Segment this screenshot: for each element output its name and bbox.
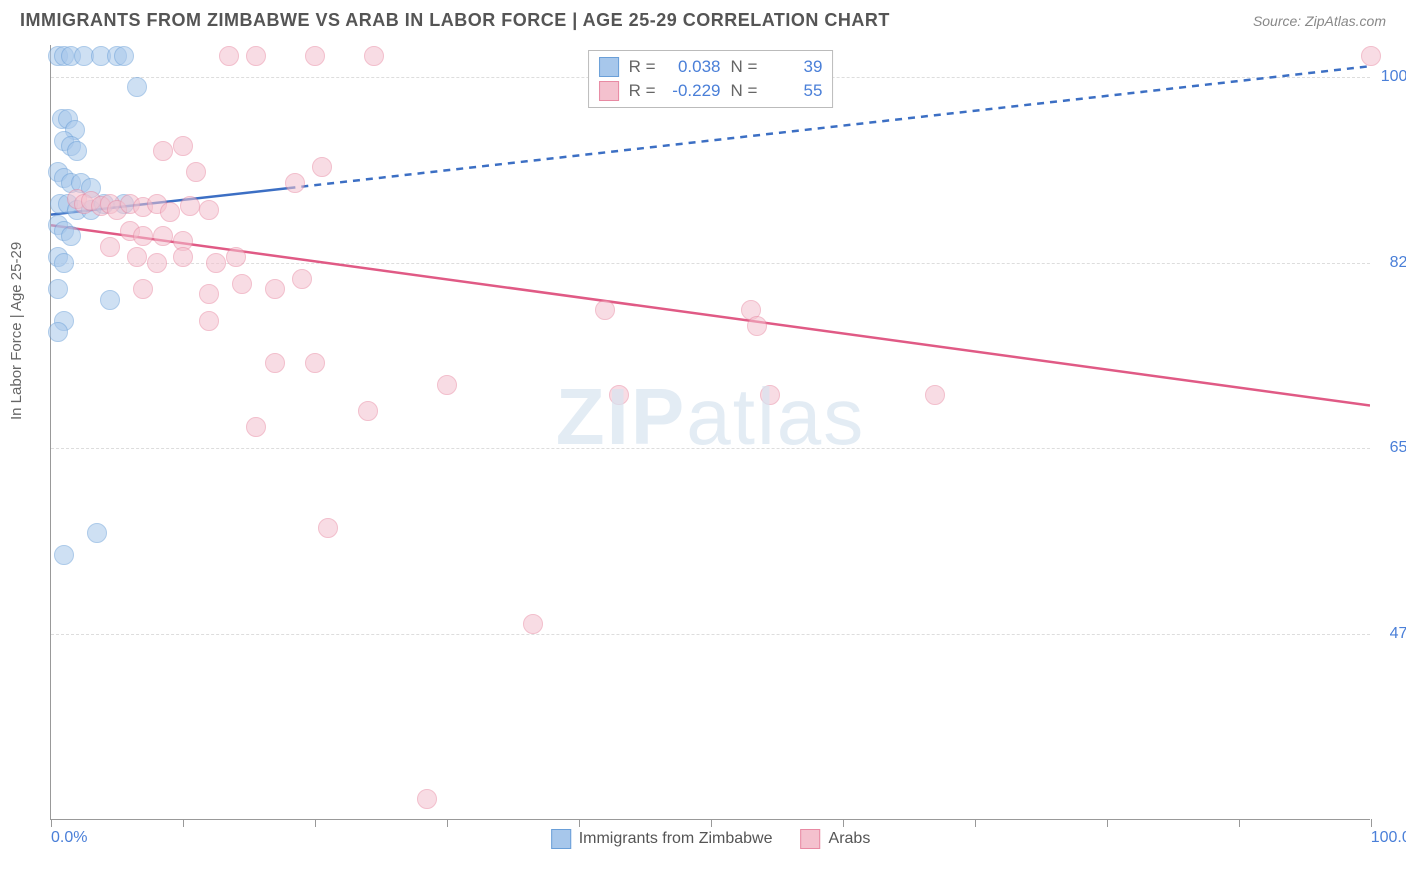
x-tick <box>51 819 52 827</box>
data-point <box>48 279 68 299</box>
data-point <box>609 385 629 405</box>
data-point <box>417 789 437 809</box>
data-point <box>318 518 338 538</box>
data-point <box>305 46 325 66</box>
x-tick <box>447 819 448 827</box>
series-swatch <box>599 57 619 77</box>
y-axis-label: In Labor Force | Age 25-29 <box>8 242 25 420</box>
data-point <box>232 274 252 294</box>
n-value: 39 <box>767 57 822 77</box>
data-point <box>747 316 767 336</box>
data-point <box>265 279 285 299</box>
data-point <box>305 353 325 373</box>
data-point <box>199 311 219 331</box>
data-point <box>246 46 266 66</box>
x-tick <box>843 819 844 827</box>
gridline <box>51 448 1370 449</box>
data-point <box>100 290 120 310</box>
data-point <box>285 173 305 193</box>
gridline <box>51 634 1370 635</box>
data-point <box>54 545 74 565</box>
data-point <box>180 196 200 216</box>
r-value: 0.038 <box>666 57 721 77</box>
x-tick <box>1107 819 1108 827</box>
data-point <box>133 279 153 299</box>
data-point <box>186 162 206 182</box>
data-point <box>147 253 167 273</box>
data-point <box>199 200 219 220</box>
r-label: R = <box>629 81 656 101</box>
data-point <box>87 523 107 543</box>
data-point <box>153 141 173 161</box>
data-point <box>173 247 193 267</box>
x-axis-min-label: 0.0% <box>51 829 87 847</box>
data-point <box>1361 46 1381 66</box>
legend: Immigrants from Zimbabwe Arabs <box>551 829 871 849</box>
data-point <box>246 417 266 437</box>
data-point <box>153 226 173 246</box>
data-point <box>265 353 285 373</box>
chart-title: IMMIGRANTS FROM ZIMBABWE VS ARAB IN LABO… <box>20 10 890 31</box>
data-point <box>199 284 219 304</box>
series-swatch <box>551 829 571 849</box>
data-point <box>364 46 384 66</box>
y-tick-label: 47.5% <box>1390 625 1406 643</box>
n-label: N = <box>731 57 758 77</box>
stats-row: R = -0.229 N = 55 <box>599 79 823 103</box>
source-attribution: Source: ZipAtlas.com <box>1253 13 1386 29</box>
stats-row: R = 0.038 N = 39 <box>599 55 823 79</box>
legend-label: Immigrants from Zimbabwe <box>579 830 773 848</box>
legend-label: Arabs <box>829 830 871 848</box>
data-point <box>595 300 615 320</box>
data-point <box>48 322 68 342</box>
n-value: 55 <box>767 81 822 101</box>
data-point <box>219 46 239 66</box>
data-point <box>173 136 193 156</box>
data-point <box>206 253 226 273</box>
stats-legend-box: R = 0.038 N = 39 R = -0.229 N = 55 <box>588 50 834 108</box>
data-point <box>226 247 246 267</box>
gridline <box>51 263 1370 264</box>
series-swatch <box>801 829 821 849</box>
data-point <box>760 385 780 405</box>
data-point <box>437 375 457 395</box>
x-tick <box>1371 819 1372 827</box>
data-point <box>133 226 153 246</box>
data-point <box>925 385 945 405</box>
data-point <box>312 157 332 177</box>
y-tick-label: 65.0% <box>1390 439 1406 457</box>
series-swatch <box>599 81 619 101</box>
data-point <box>61 226 81 246</box>
x-tick <box>579 819 580 827</box>
data-point <box>67 141 87 161</box>
data-point <box>292 269 312 289</box>
x-tick <box>183 819 184 827</box>
x-tick <box>711 819 712 827</box>
data-point <box>358 401 378 421</box>
r-label: R = <box>629 57 656 77</box>
data-point <box>127 77 147 97</box>
x-axis-max-label: 100.0% <box>1371 829 1406 847</box>
x-tick <box>975 819 976 827</box>
legend-item: Arabs <box>801 829 871 849</box>
data-point <box>523 614 543 634</box>
data-point <box>127 247 147 267</box>
y-tick-label: 100.0% <box>1381 68 1406 86</box>
data-point <box>54 253 74 273</box>
data-point <box>114 46 134 66</box>
y-tick-label: 82.5% <box>1390 254 1406 272</box>
r-value: -0.229 <box>666 81 721 101</box>
legend-item: Immigrants from Zimbabwe <box>551 829 773 849</box>
x-tick <box>1239 819 1240 827</box>
x-tick <box>315 819 316 827</box>
n-label: N = <box>731 81 758 101</box>
chart-plot-area: 100.0%82.5%65.0%47.5% ZIPatlas R =0.038N… <box>50 45 1370 820</box>
data-point <box>160 202 180 222</box>
data-point <box>100 237 120 257</box>
